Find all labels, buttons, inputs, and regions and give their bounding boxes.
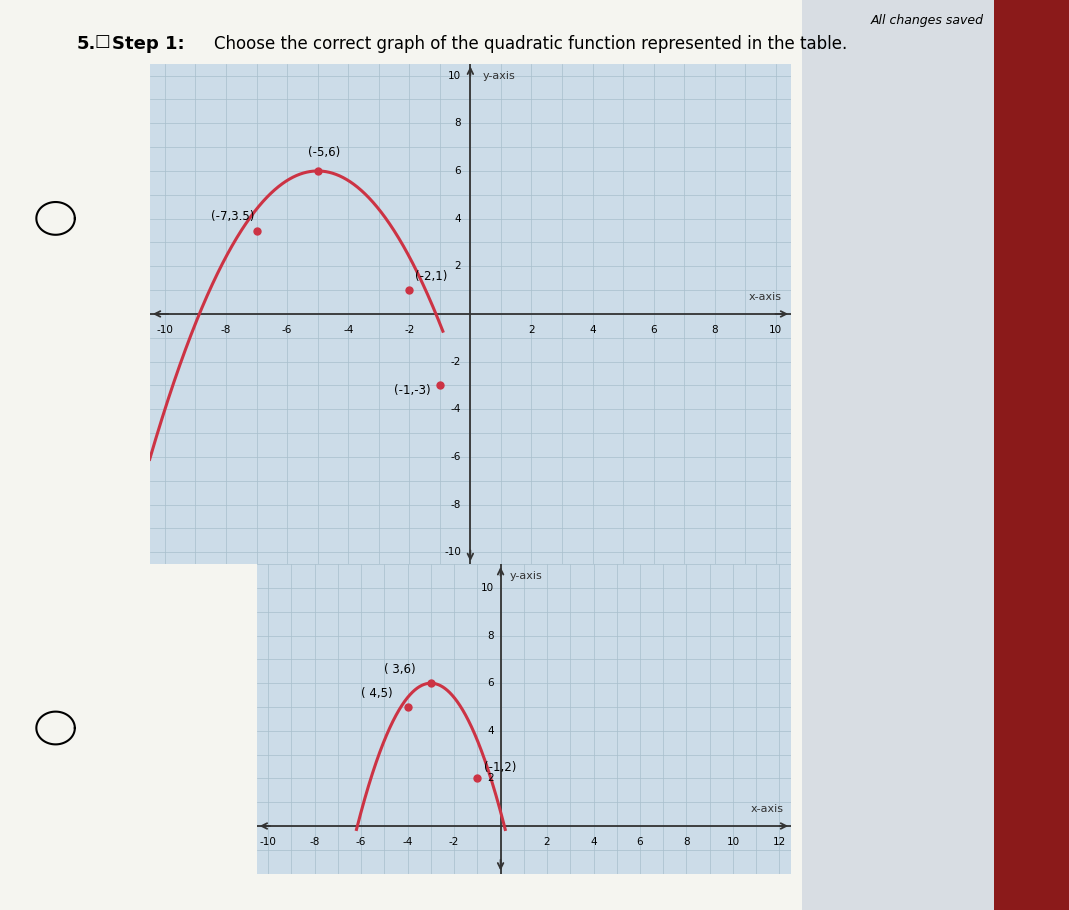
Text: (-5,6): (-5,6) xyxy=(309,146,341,159)
Text: 8: 8 xyxy=(711,325,718,335)
Text: -10: -10 xyxy=(445,547,461,557)
Text: 6: 6 xyxy=(637,836,644,846)
Text: x-axis: x-axis xyxy=(752,804,784,814)
Text: 5.: 5. xyxy=(77,35,96,53)
Text: 2: 2 xyxy=(528,325,534,335)
Text: -4: -4 xyxy=(343,325,354,335)
Text: 8: 8 xyxy=(454,118,461,128)
Text: 6: 6 xyxy=(487,678,494,688)
Text: 10: 10 xyxy=(480,583,494,593)
Text: -8: -8 xyxy=(221,325,231,335)
Text: 4: 4 xyxy=(487,726,494,736)
Text: □: □ xyxy=(94,32,110,50)
Text: 2: 2 xyxy=(487,774,494,784)
Text: -10: -10 xyxy=(260,836,277,846)
Text: 4: 4 xyxy=(454,214,461,224)
Text: ( 4,5): ( 4,5) xyxy=(361,687,392,700)
Text: -8: -8 xyxy=(451,500,461,510)
Text: 2: 2 xyxy=(544,836,551,846)
Text: -10: -10 xyxy=(156,325,173,335)
Text: 2: 2 xyxy=(454,261,461,271)
Text: 10: 10 xyxy=(448,71,461,81)
Text: (-7,3.5): (-7,3.5) xyxy=(211,210,254,223)
Text: y-axis: y-axis xyxy=(482,71,515,81)
Text: -4: -4 xyxy=(451,404,461,414)
Text: 6: 6 xyxy=(454,166,461,176)
Text: 12: 12 xyxy=(773,836,786,846)
Text: -6: -6 xyxy=(451,452,461,462)
Text: (-1,-3): (-1,-3) xyxy=(394,384,431,398)
Text: 10: 10 xyxy=(770,325,783,335)
Text: -2: -2 xyxy=(451,357,461,367)
Text: (-1,2): (-1,2) xyxy=(484,761,516,774)
Text: Step 1:: Step 1: xyxy=(112,35,185,53)
Text: All changes saved: All changes saved xyxy=(870,14,983,26)
Text: 10: 10 xyxy=(727,836,740,846)
Text: -2: -2 xyxy=(449,836,460,846)
Text: -6: -6 xyxy=(282,325,292,335)
Text: 4: 4 xyxy=(589,325,595,335)
Text: -6: -6 xyxy=(356,836,367,846)
Text: -2: -2 xyxy=(404,325,415,335)
Text: x-axis: x-axis xyxy=(749,292,781,302)
Text: 8: 8 xyxy=(487,631,494,641)
Text: (-2,1): (-2,1) xyxy=(416,270,448,283)
Text: -8: -8 xyxy=(309,836,320,846)
Text: ( 3,6): ( 3,6) xyxy=(385,663,416,676)
Text: -4: -4 xyxy=(402,836,413,846)
Text: 8: 8 xyxy=(683,836,690,846)
Text: 6: 6 xyxy=(650,325,657,335)
Text: 4: 4 xyxy=(590,836,597,846)
Text: Choose the correct graph of the quadratic function represented in the table.: Choose the correct graph of the quadrati… xyxy=(214,35,847,53)
Text: y-axis: y-axis xyxy=(510,571,543,581)
